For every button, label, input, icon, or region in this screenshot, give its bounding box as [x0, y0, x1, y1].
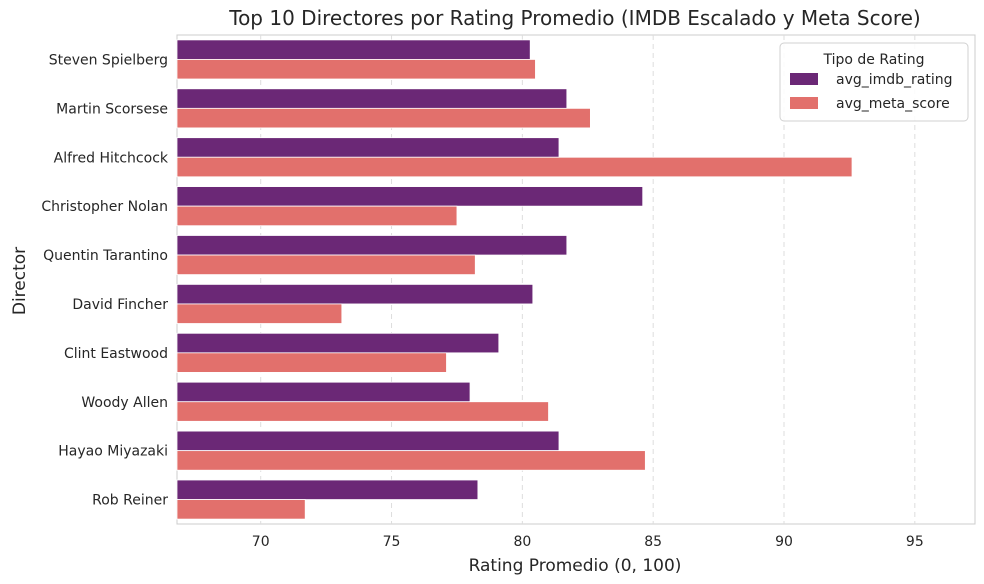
y-tick-label: David Fincher: [72, 297, 168, 313]
bar-avg-meta-score: [176, 352, 447, 373]
bar-avg-imdb-rating: [176, 430, 560, 452]
bar-avg-imdb-rating: [176, 39, 531, 60]
bar-avg-imdb-rating: [176, 283, 534, 305]
bar-avg-meta-score: [176, 401, 549, 422]
legend-swatch-imdb: [790, 73, 818, 85]
legend-label-meta: avg_meta_score: [836, 96, 950, 112]
x-tick-label: 90: [775, 534, 793, 550]
y-tick-label: Martin Scorsese: [56, 101, 168, 117]
legend: Tipo de Rating avg_imdb_rating avg_meta_…: [779, 42, 969, 122]
x-tick-label: 75: [383, 534, 401, 550]
x-axis-ticks: 70 75 80 85 90 95: [252, 534, 924, 550]
bar-avg-meta-score: [176, 205, 458, 227]
y-axis-label: Director: [10, 247, 30, 315]
bar-avg-meta-score: [176, 303, 343, 324]
legend-label-imdb: avg_imdb_rating: [836, 72, 953, 88]
bar-avg-meta-score: [176, 450, 646, 471]
legend-swatch-meta: [790, 97, 818, 109]
bar-avg-imdb-rating: [176, 235, 568, 256]
bar-avg-imdb-rating: [176, 137, 560, 158]
x-tick-label: 70: [252, 534, 270, 550]
bar-avg-imdb-rating: [176, 88, 568, 109]
y-tick-label: Woody Allen: [81, 395, 168, 411]
x-tick-label: 95: [906, 534, 924, 550]
y-tick-label: Christopher Nolan: [41, 199, 168, 215]
y-tick-label: Steven Spielberg: [49, 52, 168, 68]
legend-title: Tipo de Rating: [822, 52, 924, 68]
bar-avg-imdb-rating: [176, 186, 644, 207]
y-tick-label: Alfred Hitchcock: [54, 150, 169, 166]
y-tick-label: Quentin Tarantino: [43, 248, 168, 264]
bar-avg-imdb-rating: [176, 381, 471, 403]
bar-avg-imdb-rating: [176, 332, 500, 354]
bar-avg-meta-score: [176, 254, 476, 276]
chart-title: Top 10 Directores por Rating Promedio (I…: [228, 6, 920, 30]
x-tick-label: 85: [644, 534, 662, 550]
bars: [176, 39, 853, 520]
y-tick-label: Hayao Miyazaki: [58, 444, 168, 460]
y-axis-ticks: Steven Spielberg Martin Scorsese Alfred Hi…: [41, 52, 168, 508]
bar-avg-meta-score: [176, 107, 591, 129]
y-tick-label: Rob Reiner: [92, 493, 168, 509]
bar-avg-meta-score: [176, 499, 306, 520]
bar-avg-imdb-rating: [176, 479, 479, 500]
x-tick-label: 80: [513, 534, 531, 550]
bar-avg-meta-score: [176, 59, 536, 80]
bar-avg-meta-score: [176, 156, 853, 178]
legend-frame: [779, 42, 969, 122]
x-axis-label: Rating Promedio (0, 100): [469, 556, 682, 576]
y-tick-label: Clint Eastwood: [64, 346, 168, 362]
